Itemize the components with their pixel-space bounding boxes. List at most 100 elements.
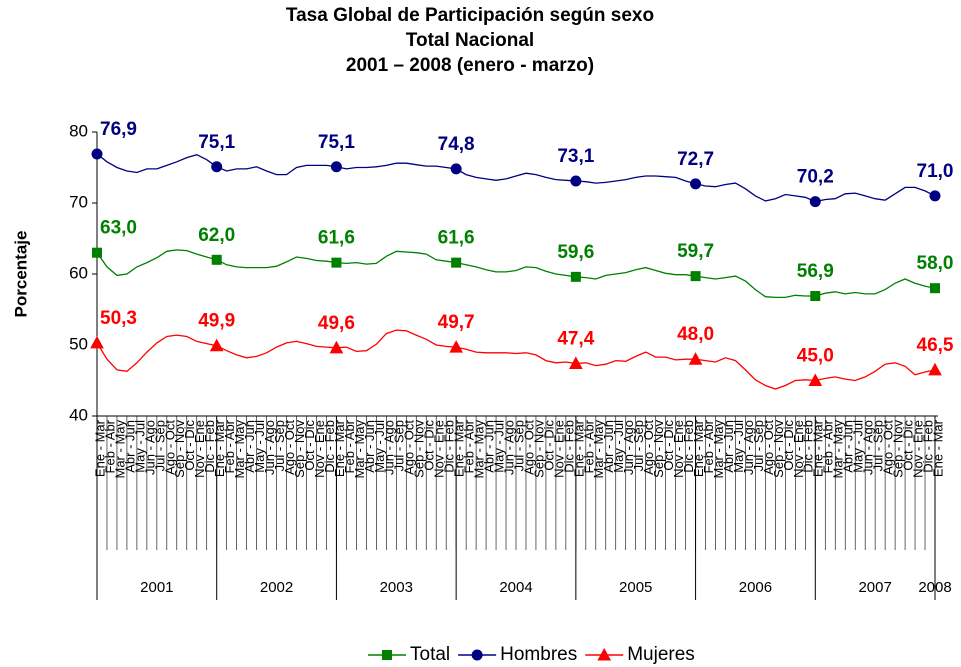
x-tick-label: Sep - Nov bbox=[891, 420, 906, 478]
x-tick-label: Ago - Oct bbox=[402, 420, 417, 475]
x-tick-label: Mar - May bbox=[831, 420, 846, 479]
x-tick-label: Dic - Feb bbox=[561, 420, 576, 473]
data-label: 58,0 bbox=[917, 253, 954, 274]
x-tick-label: Oct - Dic bbox=[541, 420, 556, 471]
x-tick-label: Jul - Sep bbox=[751, 420, 766, 471]
marker bbox=[597, 647, 612, 661]
year-label: 2002 bbox=[260, 579, 293, 596]
marker bbox=[690, 178, 702, 190]
marker bbox=[92, 247, 102, 258]
x-tick-label: Oct - Dic bbox=[781, 420, 796, 471]
marker bbox=[449, 340, 463, 353]
x-tick-label: Jul - Sep bbox=[871, 420, 886, 471]
x-tick-label: May - Jul bbox=[372, 420, 387, 473]
data-label: 59,7 bbox=[677, 241, 714, 262]
x-tick-label: Dic - Feb bbox=[202, 420, 217, 473]
marker bbox=[329, 340, 344, 354]
x-tick-label: Ene - Mar bbox=[92, 419, 107, 477]
x-tick-label: Feb - Abr bbox=[462, 419, 477, 473]
x-tick-label: Mar - May bbox=[711, 420, 726, 479]
x-tick-label: Feb - Abr bbox=[701, 419, 716, 473]
marker bbox=[928, 362, 942, 376]
data-label: 70,2 bbox=[797, 167, 834, 188]
x-tick-label: Ene - Mar bbox=[930, 419, 945, 477]
data-label: 61,6 bbox=[318, 228, 355, 249]
year-label: 2006 bbox=[739, 579, 772, 596]
chart-subtitle: 2001 – 2008 (enero - marzo) bbox=[346, 55, 594, 76]
x-tick-label: Dic - Feb bbox=[681, 420, 696, 473]
x-tick-label: Mar - May bbox=[112, 420, 127, 479]
x-tick-label: Nov - Ene bbox=[551, 420, 566, 478]
x-tick-label: Jul - Sep bbox=[152, 420, 167, 471]
y-tick-label: 40 bbox=[69, 405, 88, 424]
x-tick-label: Ago - Oct bbox=[881, 420, 896, 475]
x-tick-label: Nov - Ene bbox=[671, 420, 686, 478]
x-tick-label: Nov - Ene bbox=[192, 420, 207, 478]
x-tick-label: Feb - Abr bbox=[342, 419, 357, 473]
x-tick-label: Ene - Mar bbox=[332, 419, 347, 477]
x-tick-label: Jun - Ago bbox=[741, 420, 756, 475]
marker bbox=[211, 254, 222, 265]
x-tick-label: Feb - Abr bbox=[102, 419, 117, 473]
legend-label: Hombres bbox=[500, 644, 577, 665]
data-label: 49,9 bbox=[198, 311, 235, 332]
data-label: 76,9 bbox=[100, 119, 137, 140]
x-tick-label: Oct - Dic bbox=[661, 420, 676, 471]
x-tick-label: Sep - Nov bbox=[292, 420, 307, 478]
x-tick-label: Jun - Ago bbox=[501, 420, 516, 475]
year-label: 2005 bbox=[619, 579, 652, 596]
x-tick-label: Dic - Feb bbox=[920, 420, 935, 473]
marker bbox=[929, 190, 941, 202]
x-tick-label: Jun - Ago bbox=[142, 420, 157, 475]
x-tick-label: Nov - Ene bbox=[312, 420, 327, 478]
x-tick-label: Abr - Jun bbox=[841, 420, 856, 473]
x-tick-label: Ene - Mar bbox=[452, 419, 467, 477]
year-label: 2001 bbox=[140, 579, 173, 596]
marker bbox=[90, 335, 104, 349]
x-tick-label: Sep - Nov bbox=[172, 420, 187, 478]
data-label: 49,6 bbox=[318, 313, 355, 334]
chart-title: Tasa Global de Participación según sexo bbox=[286, 5, 654, 26]
marker bbox=[450, 163, 462, 175]
x-tick-label: Ago - Oct bbox=[521, 420, 536, 475]
x-tick-label: Abr - Jun bbox=[242, 420, 257, 473]
data-label: 56,9 bbox=[797, 261, 834, 282]
data-label: 71,0 bbox=[917, 161, 954, 182]
marker bbox=[930, 283, 940, 294]
x-tick-label: Abr - Jun bbox=[362, 420, 377, 473]
x-tick-label: Feb - Abr bbox=[581, 419, 596, 473]
y-tick-label: 80 bbox=[69, 121, 88, 140]
x-tick-label: Jun - Ago bbox=[262, 420, 277, 475]
y-tick-label: 60 bbox=[69, 263, 88, 282]
data-label: 47,4 bbox=[557, 328, 594, 349]
data-label: 59,6 bbox=[557, 242, 594, 263]
x-tick-label: Feb - Abr bbox=[222, 419, 237, 473]
legend-label: Mujeres bbox=[627, 644, 695, 665]
marker bbox=[808, 373, 823, 386]
y-axis-label: Porcentaje bbox=[11, 231, 30, 318]
marker bbox=[209, 338, 224, 352]
year-label: 2007 bbox=[858, 579, 891, 596]
marker bbox=[211, 161, 223, 173]
x-tick-label: Abr - Jun bbox=[122, 420, 137, 473]
x-tick-label: Jul - Sep bbox=[392, 420, 407, 471]
marker bbox=[809, 196, 821, 208]
marker bbox=[688, 352, 703, 365]
x-tick-label: Ene - Mar bbox=[212, 419, 227, 477]
series-line bbox=[96, 329, 936, 390]
marker bbox=[570, 175, 582, 187]
x-tick-label: Dic - Feb bbox=[442, 420, 457, 473]
x-tick-label: Ene - Mar bbox=[691, 419, 706, 477]
x-tick-label: May - Jul bbox=[252, 420, 267, 473]
x-tick-label: Ene - Mar bbox=[571, 419, 586, 477]
y-tick-label: 50 bbox=[69, 334, 88, 353]
series-line bbox=[96, 249, 936, 299]
x-tick-label: Jul - Sep bbox=[631, 420, 646, 471]
x-tick-label: Mar - May bbox=[472, 420, 487, 479]
x-tick-label: Sep - Nov bbox=[651, 420, 666, 478]
marker bbox=[91, 148, 103, 160]
data-label: 46,5 bbox=[917, 335, 954, 356]
marker bbox=[382, 650, 392, 660]
marker bbox=[569, 356, 583, 369]
y-tick-label: 70 bbox=[69, 192, 88, 211]
